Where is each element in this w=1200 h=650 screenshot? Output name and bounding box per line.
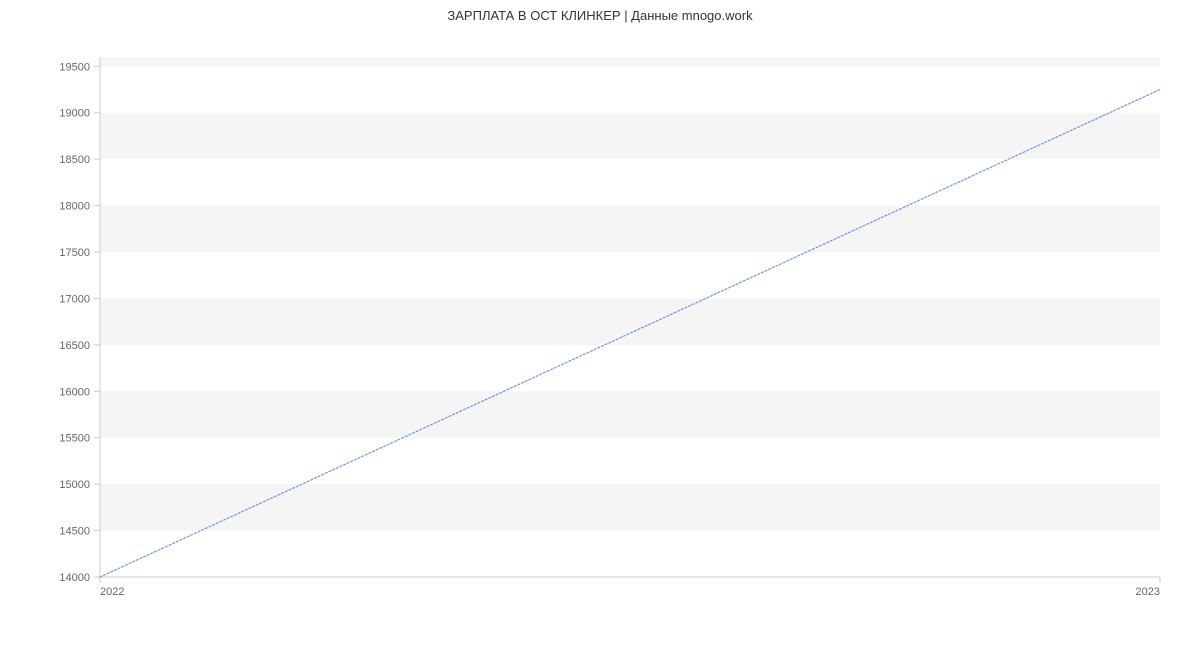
grid-band	[100, 206, 1160, 252]
y-tick-label: 16000	[59, 386, 90, 398]
y-tick-label: 14000	[59, 572, 90, 584]
grid-band	[100, 484, 1160, 530]
y-tick-label: 17500	[59, 247, 90, 259]
grid-band	[100, 298, 1160, 344]
y-tick-label: 18500	[59, 154, 90, 166]
x-tick-label: 2023	[1136, 586, 1160, 598]
grid-band	[100, 391, 1160, 437]
y-tick-label: 19500	[59, 61, 90, 73]
grid-band	[100, 113, 1160, 159]
grid-band	[100, 57, 1160, 66]
y-tick-label: 17000	[59, 293, 90, 305]
y-tick-label: 15000	[59, 479, 90, 491]
y-tick-label: 15500	[59, 433, 90, 445]
y-tick-label: 16500	[59, 340, 90, 352]
y-tick-label: 18000	[59, 201, 90, 213]
y-tick-label: 14500	[59, 526, 90, 538]
chart-container: 14000 14500 15000 15500 16000 16500 17000 17500…	[0, 27, 1200, 647]
chart-svg: 14000 14500 15000 15500 16000 16500 17000 17500…	[0, 27, 1200, 647]
y-tick-label: 19000	[59, 108, 90, 120]
x-tick-label: 2022	[100, 586, 124, 598]
chart-title: ЗАРПЛАТА В ОСТ КЛИНКЕР | Данные mnogo.wo…	[0, 0, 1200, 27]
